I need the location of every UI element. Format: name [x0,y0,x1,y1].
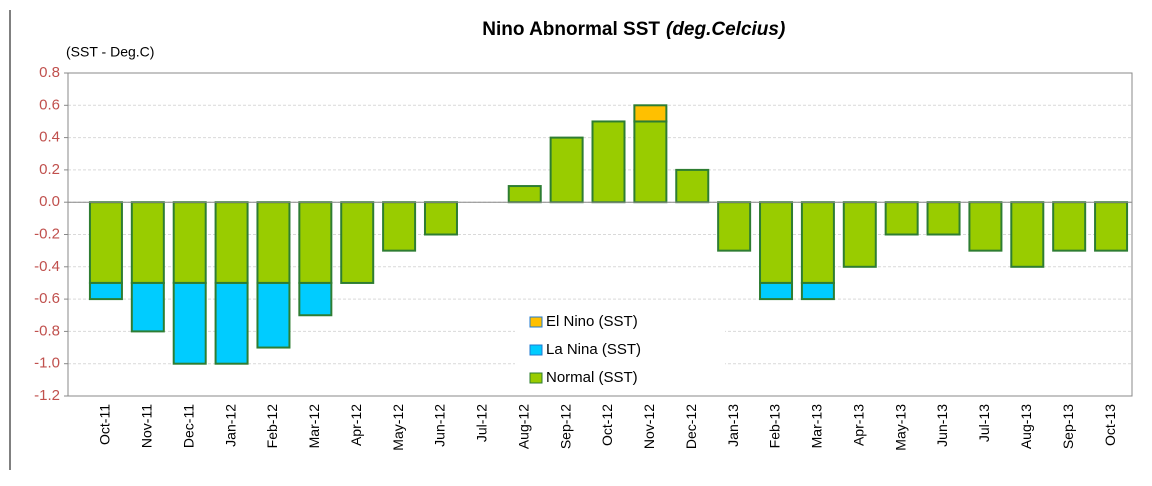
legend-swatch [529,372,543,384]
legend-label: El Nino (SST) [546,313,638,330]
x-tick-label: Jul-12 [474,404,490,442]
bar [382,201,417,252]
bar [759,281,794,301]
bar [256,281,291,349]
y-tick-label: -0.8 [34,322,60,339]
x-tick-label: Aug-12 [515,404,531,449]
bar [1052,201,1087,252]
x-tick-label: Jan-13 [725,404,741,447]
y-tick-label: 0.6 [39,96,60,113]
x-tick-label: Jul-13 [976,404,992,442]
y-axis-label: (SST - Deg.C) [66,44,154,60]
legend-label: La Nina (SST) [546,341,641,358]
y-tick-label: 0.0 [39,193,60,210]
bar [800,281,835,301]
y-tick-label: -1.2 [34,387,60,404]
x-tick-label: Jun-12 [432,404,448,447]
x-tick-label: Dec-11 [180,404,196,448]
y-tick-label: -0.6 [34,290,60,307]
bar [759,201,794,284]
bar [884,201,919,236]
y-tick-label: 0.2 [39,161,60,178]
x-tick-label: Oct-13 [1102,404,1118,446]
x-tick-label: Oct-12 [599,404,615,446]
y-tick-label: -0.4 [34,258,60,275]
bar [340,201,375,284]
x-tick-label: Feb-12 [264,404,280,449]
x-tick-label: Jan-12 [222,404,238,447]
bar [256,201,291,284]
y-tick-label: -1.0 [34,355,60,372]
bar [172,281,207,365]
x-tick-label: Nov-12 [641,404,657,449]
x-tick-label: May-12 [390,404,406,451]
x-tick-label: Apr-12 [348,404,364,446]
y-tick-label: 0.8 [39,64,60,81]
bar [214,281,249,365]
bar [1094,201,1129,252]
bar [717,201,752,252]
bar [675,168,710,204]
y-tick-label: 0.4 [39,129,60,146]
x-tick-label: Apr-13 [850,404,866,446]
bar [130,201,165,284]
bar [214,201,249,284]
bar [926,201,961,236]
bar [591,120,626,204]
bar [298,201,333,284]
bar [633,104,668,123]
bar [633,120,668,204]
bar [549,136,584,204]
legend-swatch [529,344,543,356]
legend: El Nino (SST) La Nina (SST) Normal (SST) [515,308,725,394]
x-tick-label: Sep-12 [557,404,573,449]
x-tick-label: Jun-13 [934,404,950,447]
bar [130,281,165,333]
legend-swatch [529,316,543,328]
x-tick-label: Oct-11 [97,404,113,445]
bar [423,201,458,236]
bar [507,185,542,204]
x-tick-label: Sep-13 [1060,404,1076,449]
bar [968,201,1003,252]
legend-box [515,308,725,394]
y-tick-label: -0.2 [34,225,60,242]
x-tick-label: Mar-13 [809,404,825,449]
bar [88,281,123,301]
x-tick-label: Feb-13 [767,404,783,449]
bar [88,201,123,284]
x-tick-label: Aug-13 [1018,404,1034,449]
chart-title: Nino Abnormal SST [482,19,660,40]
plot-border [67,72,1133,397]
legend-label: Normal (SST) [546,369,638,386]
bar [298,281,333,317]
x-tick-label: Dec-12 [683,404,699,449]
chart-title-unit: (deg.Celcius) [666,19,785,40]
bar [1010,201,1045,268]
x-tick-label: May-13 [892,404,908,451]
bar [800,201,835,284]
bar [842,201,877,268]
bar [172,201,207,284]
x-tick-label: Nov-11 [139,404,155,448]
x-tick-label: Mar-12 [306,404,322,449]
